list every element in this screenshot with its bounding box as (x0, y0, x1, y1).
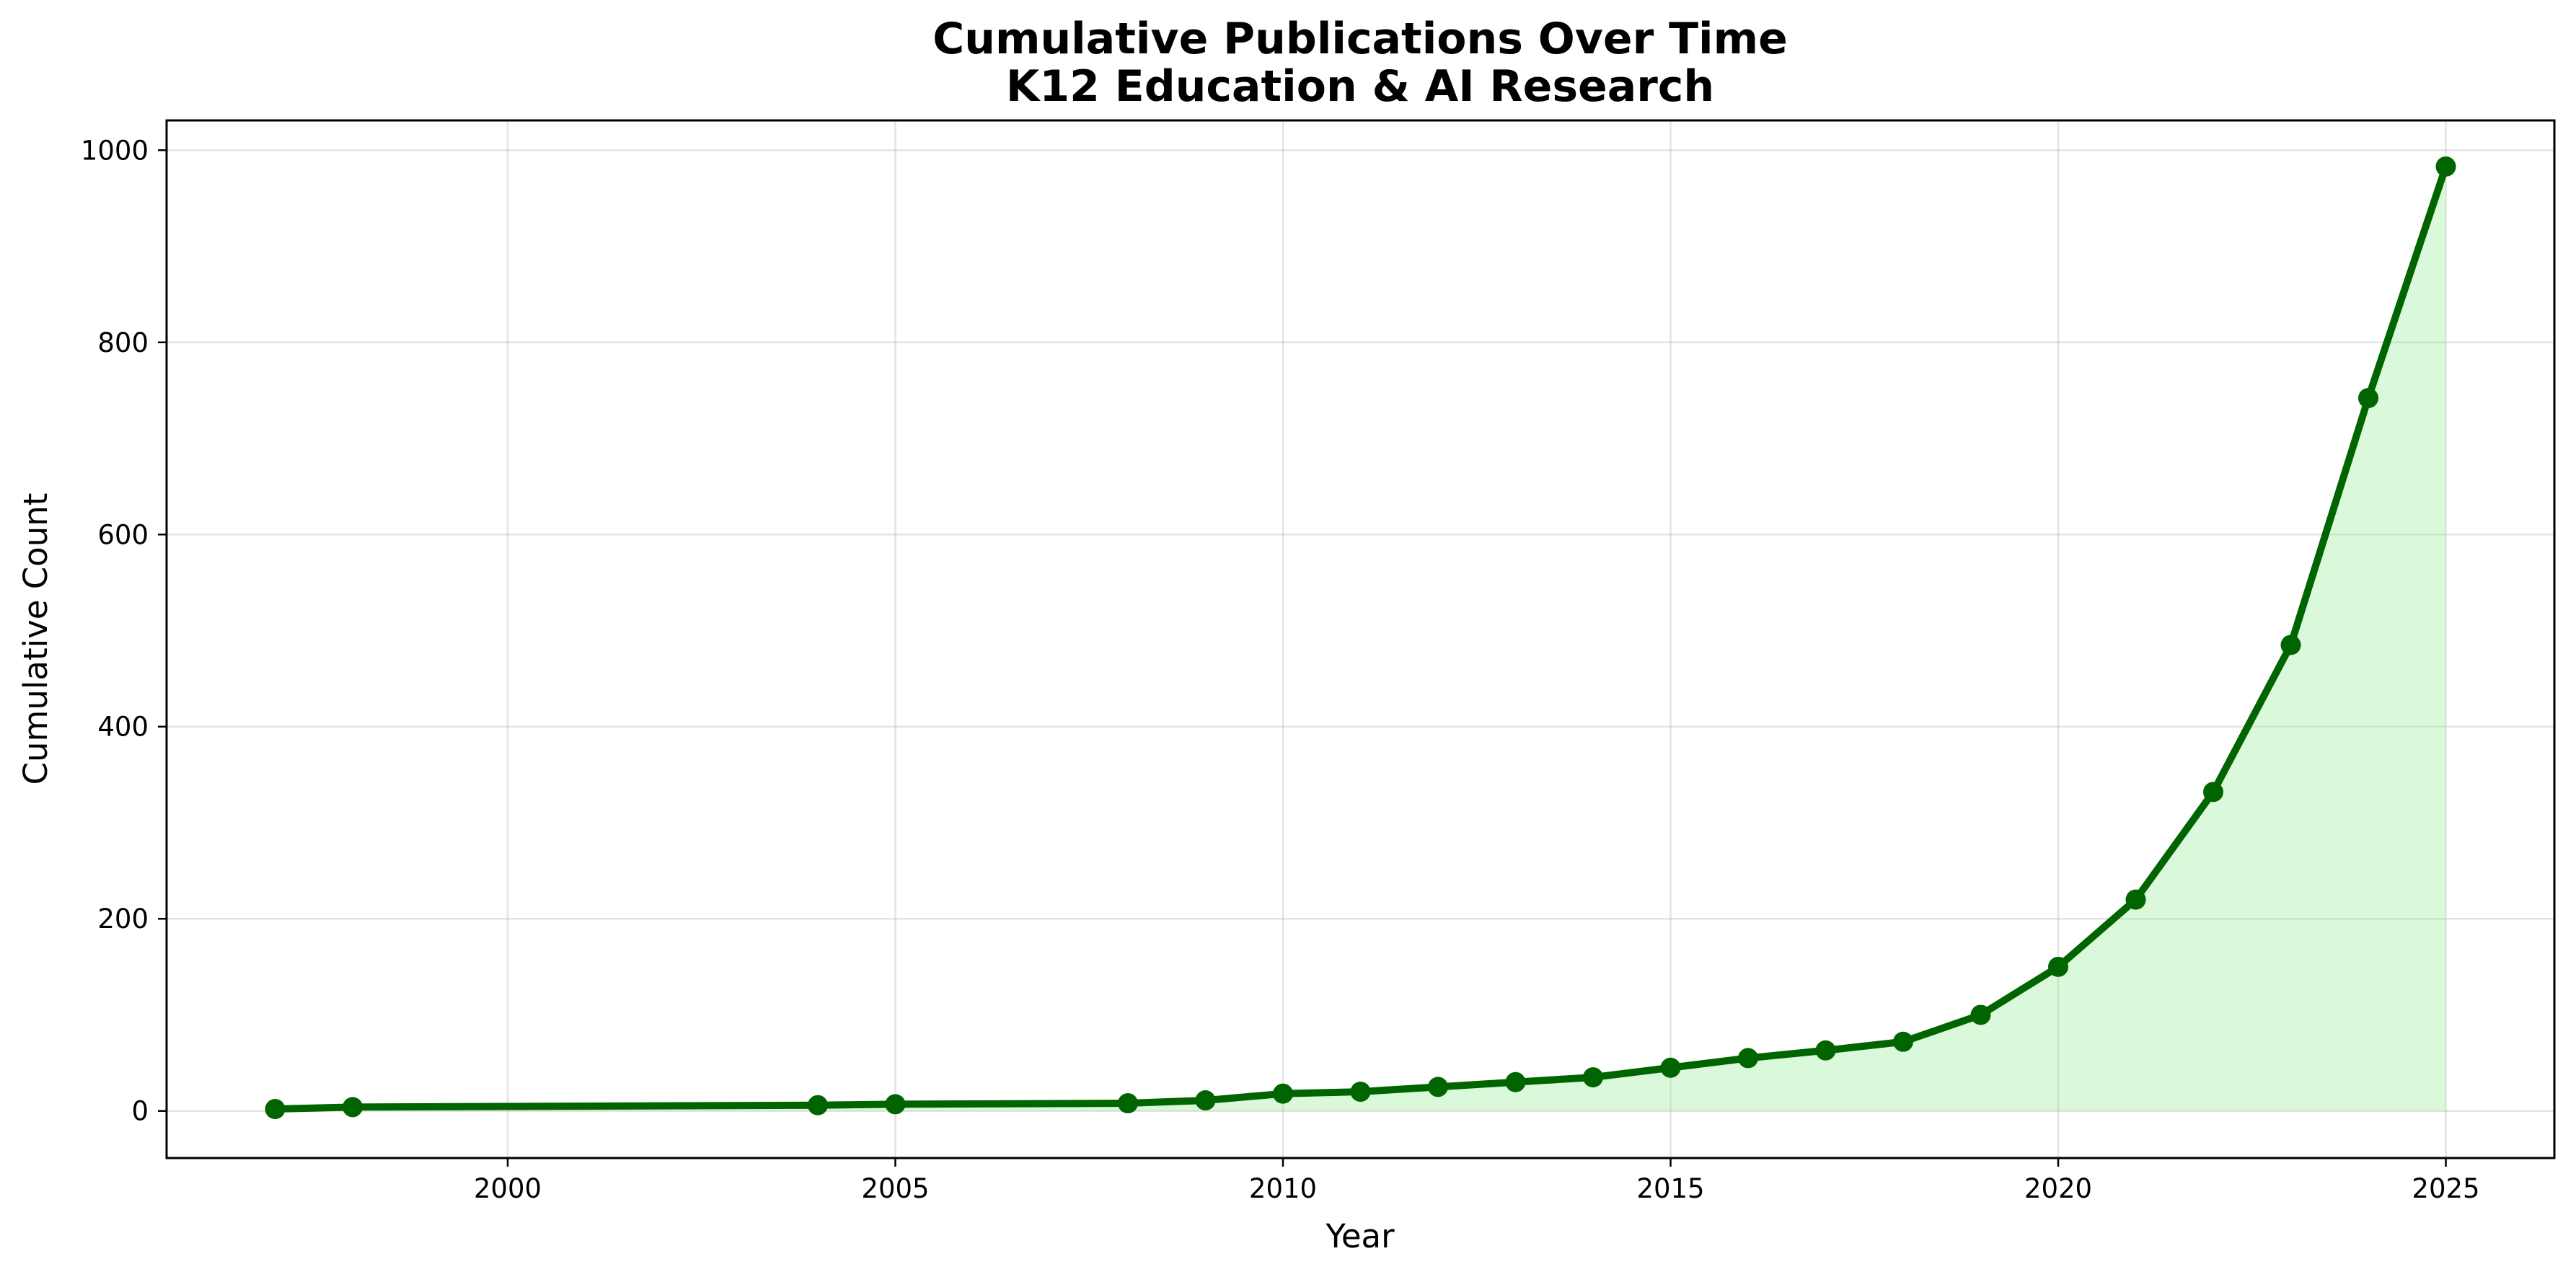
data-points (265, 156, 2456, 1120)
series-line (271, 162, 2450, 1113)
data-point (1350, 1082, 1371, 1103)
series-line-layer (271, 162, 2450, 1113)
data-point (1195, 1090, 1216, 1111)
y-axis-label: Cumulative Count (17, 493, 55, 785)
data-point (2358, 388, 2378, 409)
data-point (1118, 1093, 1138, 1114)
data-point (1893, 1031, 1913, 1052)
data-point (1273, 1083, 1293, 1104)
y-tick-label: 200 (97, 903, 149, 934)
y-tick-label: 0 (131, 1096, 149, 1127)
data-point (1505, 1071, 1526, 1092)
data-point (1583, 1067, 1603, 1088)
y-tick-label: 400 (97, 712, 149, 743)
area-fill (275, 166, 2446, 1111)
data-point (808, 1095, 828, 1115)
x-tick-label: 2000 (474, 1173, 542, 1204)
data-point (2435, 156, 2456, 177)
data-point (2048, 956, 2068, 977)
axis-ticks: 2000 2005 2010 2015 2020 2025 0 200 400 600 800 100… (81, 135, 2480, 1204)
data-point (2280, 635, 2301, 655)
x-tick-label: 2015 (1636, 1173, 1704, 1204)
area-fill-layer (275, 166, 2446, 1111)
chart-subtitle: K12 Education & AI Research (1006, 61, 1714, 112)
x-axis-label: Year (1325, 1217, 1395, 1255)
data-point (1428, 1077, 1448, 1097)
y-tick-label: 600 (97, 519, 149, 550)
plot-frame (165, 119, 2556, 1159)
data-point (1815, 1040, 1836, 1061)
x-tick-label: 2005 (861, 1173, 929, 1204)
data-point (343, 1097, 363, 1118)
x-tick-label: 2020 (2024, 1173, 2092, 1204)
data-point (2203, 782, 2223, 803)
data-point (1970, 1004, 1991, 1025)
x-tick-label: 2010 (1249, 1173, 1317, 1204)
data-point (1660, 1057, 1681, 1078)
data-point (1738, 1048, 1758, 1069)
y-tick-label: 1000 (81, 135, 149, 166)
chart-title: Cumulative Publications Over Time (932, 14, 1788, 64)
data-point (2125, 889, 2146, 910)
grid (167, 120, 2554, 1158)
data-point (265, 1099, 286, 1120)
y-tick-label: 800 (97, 327, 149, 358)
x-tick-label: 2025 (2412, 1173, 2479, 1204)
data-point (885, 1094, 906, 1115)
